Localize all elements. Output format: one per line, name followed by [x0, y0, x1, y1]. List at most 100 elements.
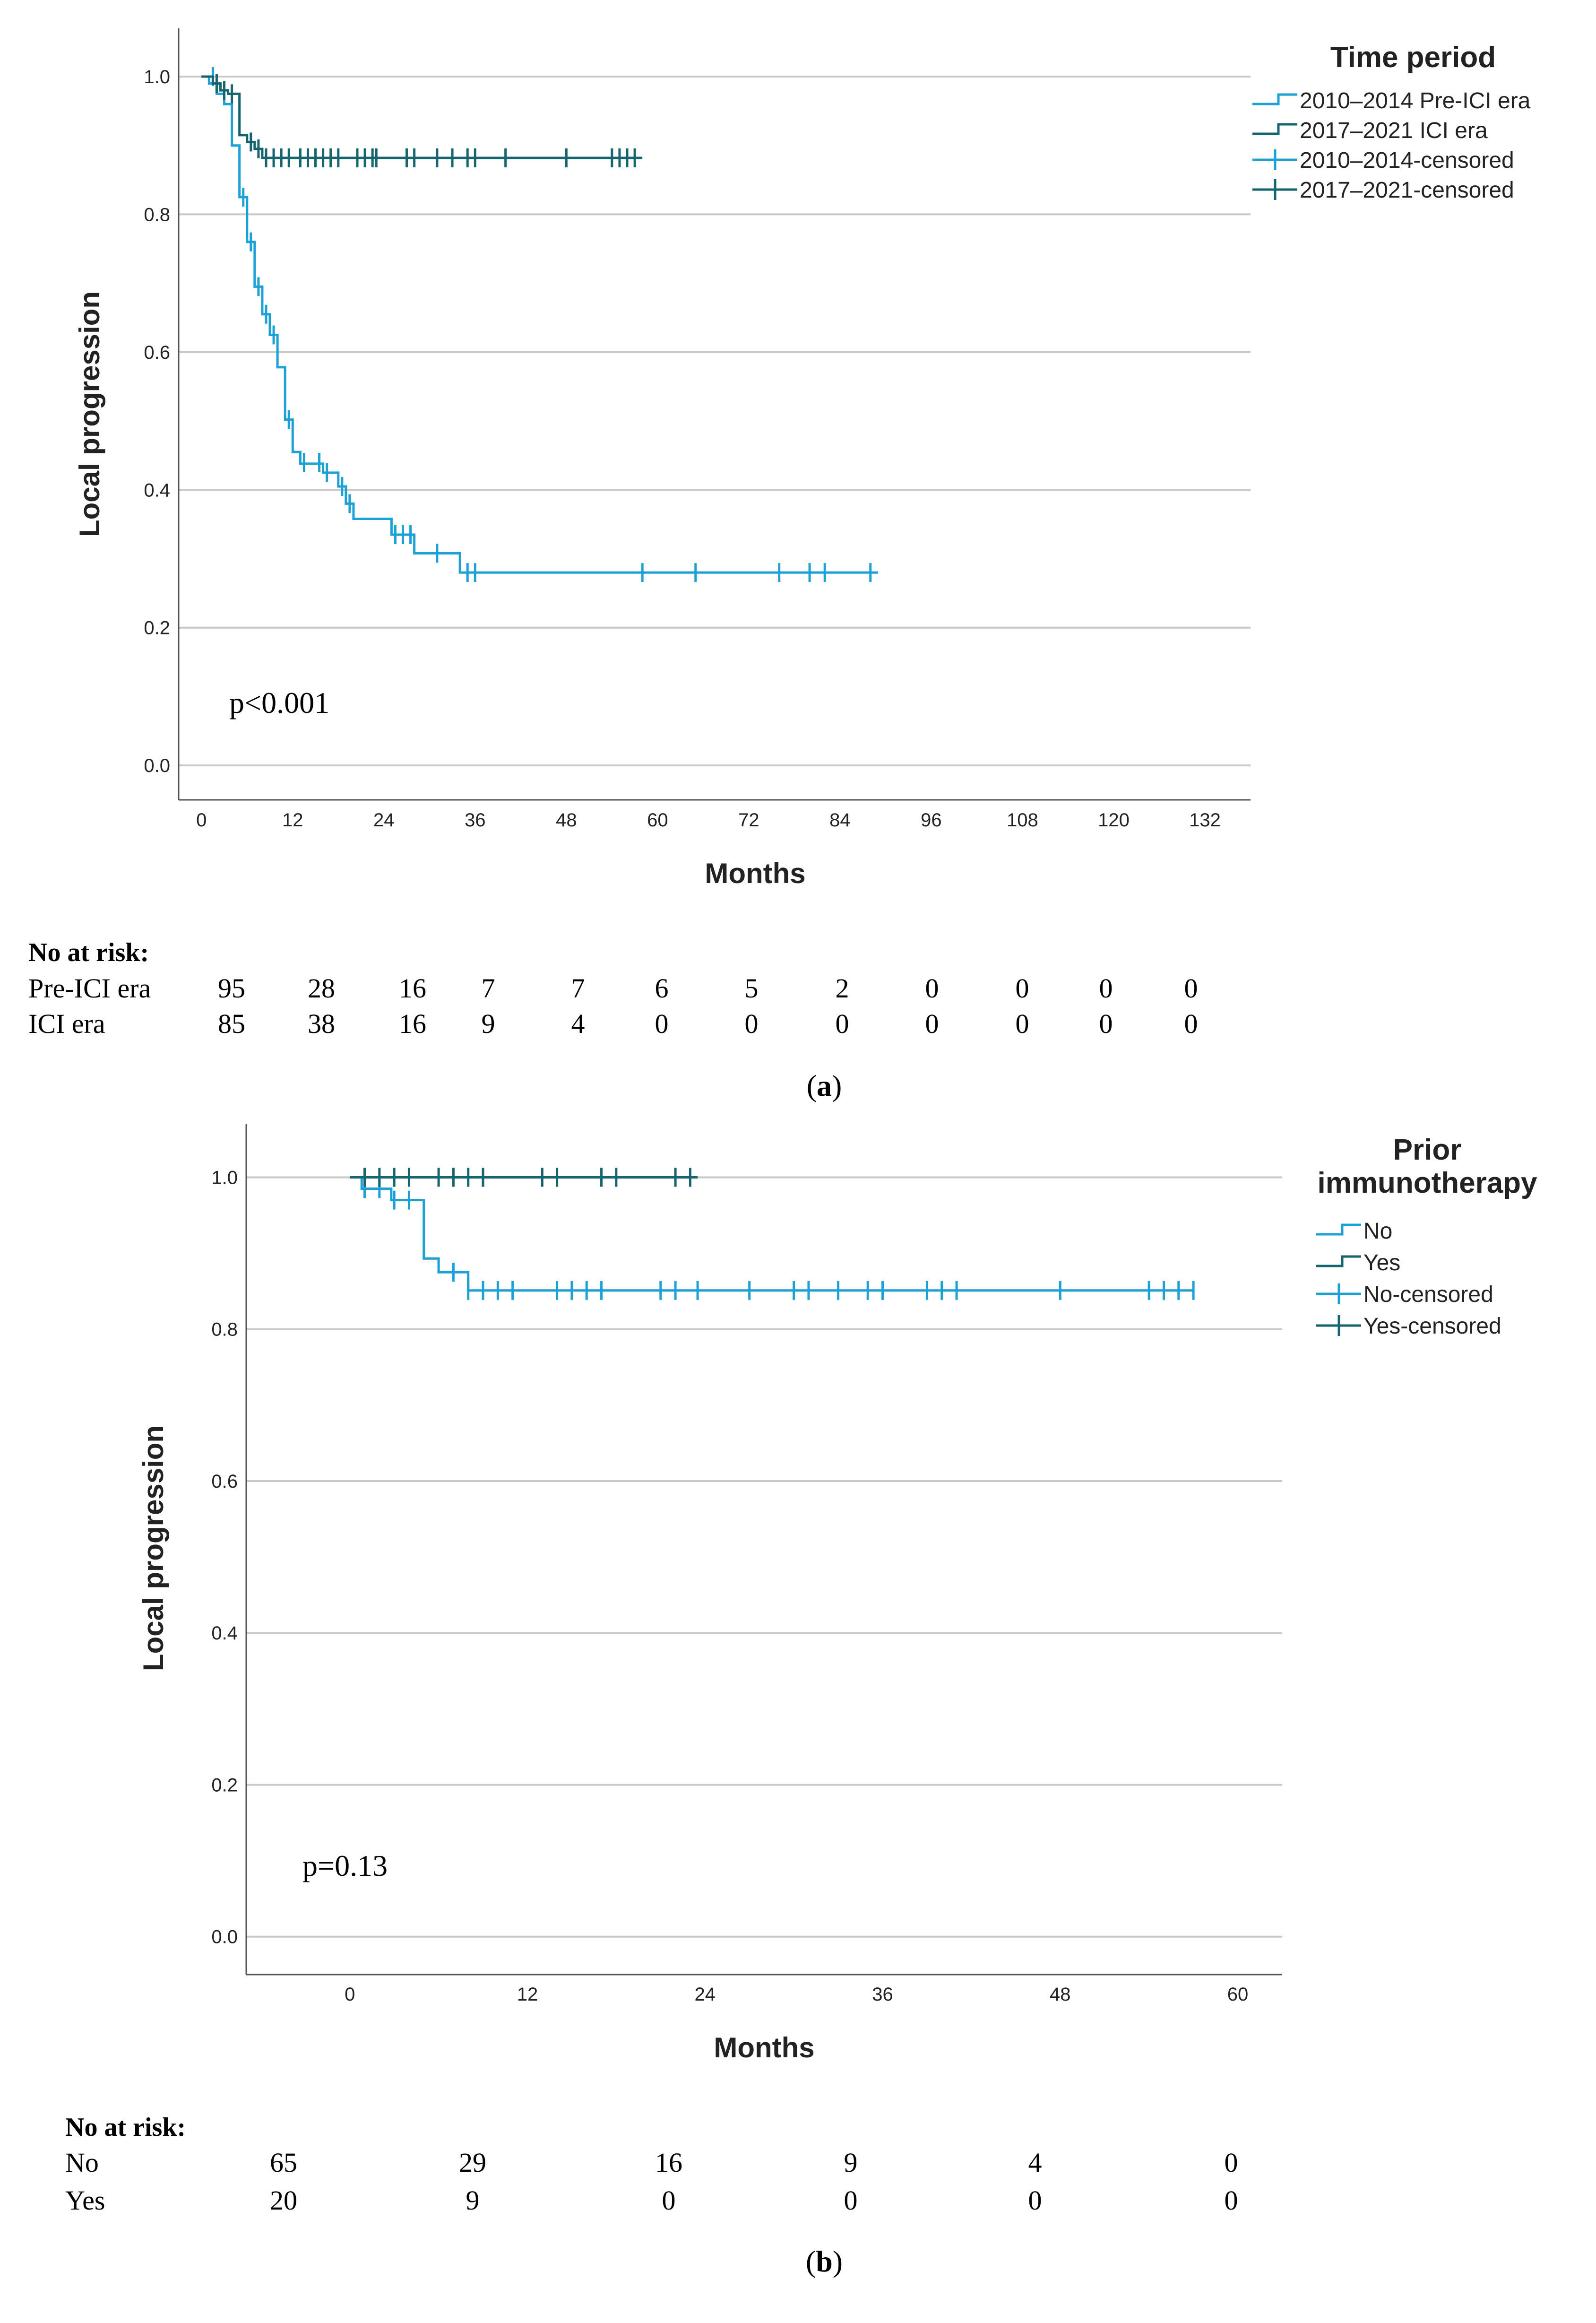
- at-risk-count: 85: [218, 1008, 245, 1039]
- panel-b: 0.0 0.2 0.4 0.6 0.8 1.0 0 12 24 36 48 60 Months Local…: [65, 1124, 1537, 2278]
- y-tick-label: 0.2: [144, 618, 170, 639]
- x-tick-label: 60: [647, 810, 668, 831]
- y-tick-label: 0.8: [144, 204, 170, 225]
- legend-entry-label: 2017–2021-censored: [1300, 178, 1514, 203]
- x-tick-label: 0: [345, 1984, 355, 2005]
- legend-entry-label: 2010–2014-censored: [1300, 148, 1514, 173]
- x-tick-label: 12: [517, 1984, 538, 2005]
- legend-line-swatch: [1252, 93, 1297, 105]
- x-tick-label: 72: [738, 810, 759, 831]
- at-risk-count: 0: [1099, 1008, 1113, 1039]
- at-risk-count: 0: [1184, 1008, 1198, 1039]
- at-risk-count: 0: [925, 1008, 939, 1039]
- x-tick-label: 36: [872, 1984, 893, 2005]
- x-tick-label: 36: [465, 810, 486, 831]
- at-risk-count: 4: [1028, 2147, 1042, 2178]
- at-risk-count: 65: [270, 2147, 297, 2178]
- p-value-annotation: p=0.13: [302, 1849, 388, 1882]
- at-risk-row-label: Pre-ICI era: [28, 973, 151, 1004]
- y-axis-title: Local progression: [138, 1425, 169, 1671]
- y-tick-label: 0.6: [144, 342, 170, 363]
- x-tick-label: 96: [921, 810, 942, 831]
- at-risk-row-label: ICI era: [28, 1008, 105, 1039]
- at-risk-count: 0: [662, 2185, 676, 2216]
- panel-a: 0.00.20.40.60.81.00 12 24 36 48 60 72 84 96 108 12…: [28, 28, 1531, 1102]
- legend-line-swatch: [1252, 123, 1297, 135]
- y-tick-label: 0.0: [211, 1927, 238, 1948]
- panel-label-close-paren: ): [833, 2245, 843, 2278]
- at-risk-title: No at risk:: [65, 2113, 186, 2142]
- panel-label-letter: a: [817, 1069, 832, 1102]
- at-risk-row-label: No: [65, 2147, 99, 2178]
- at-risk-count: 20: [270, 2185, 297, 2216]
- legend-entry-label: No-censored: [1363, 1282, 1493, 1307]
- y-tick-label: 0.0: [144, 755, 170, 776]
- legend-title: immunotherapy: [1317, 1167, 1537, 1199]
- panel-label: (a): [807, 1069, 842, 1102]
- at-risk-count: 7: [482, 973, 495, 1004]
- at-risk-count: 0: [836, 1008, 849, 1039]
- at-risk-table: No at risk: No 65 29 16 9 4 0 Yes 20 9 0 0 0 0: [65, 2113, 1238, 2216]
- at-risk-count: 6: [655, 973, 669, 1004]
- x-tick-label: 48: [556, 810, 577, 831]
- x-tick-label: 48: [1050, 1984, 1071, 2005]
- x-tick-label: 132: [1189, 810, 1221, 831]
- y-tick-label: 1.0: [144, 67, 170, 87]
- at-risk-count: 2: [836, 973, 849, 1004]
- at-risk-count: 0: [1225, 2147, 1238, 2178]
- at-risk-count: 7: [571, 973, 585, 1004]
- at-risk-count: 28: [308, 973, 335, 1004]
- at-risk-count: 0: [1016, 1008, 1029, 1039]
- at-risk-count: 29: [459, 2147, 486, 2178]
- y-tick-label: 0.2: [211, 1775, 238, 1795]
- x-tick-label: 60: [1227, 1984, 1249, 2005]
- at-risk-count: 9: [482, 1008, 495, 1039]
- at-risk-row-label: Yes: [65, 2185, 105, 2216]
- x-axis-title: Months: [705, 858, 805, 889]
- legend-entry-label: 2010–2014 Pre-ICI era: [1300, 88, 1531, 113]
- at-risk-count: 0: [1184, 973, 1198, 1004]
- panel-label-close-paren: ): [832, 1069, 842, 1102]
- x-tick-label: 108: [1007, 810, 1038, 831]
- at-risk-count: 0: [745, 1008, 759, 1039]
- y-tick-label: 0.4: [144, 480, 170, 501]
- x-tick-label: 0: [196, 810, 207, 831]
- at-risk-title: No at risk:: [28, 938, 149, 967]
- at-risk-count: 0: [844, 2185, 858, 2216]
- at-risk-count: 5: [745, 973, 759, 1004]
- legend-line-swatch: [1316, 1223, 1361, 1236]
- legend-entry-label: Yes: [1363, 1250, 1400, 1275]
- legend-entry-label: Yes-censored: [1363, 1314, 1501, 1339]
- x-tick-label: 120: [1098, 810, 1130, 831]
- km-curve-series-1: [201, 75, 878, 574]
- legend: Time period 2010–2014 Pre-ICI era 2017–202…: [1252, 41, 1531, 203]
- panel-label-open-paren: (: [807, 1069, 817, 1102]
- at-risk-count: 0: [925, 973, 939, 1004]
- at-risk-count: 0: [655, 1008, 669, 1039]
- at-risk-count: 16: [399, 1008, 426, 1039]
- at-risk-count: 95: [218, 973, 245, 1004]
- y-tick-label: 1.0: [211, 1167, 238, 1188]
- y-tick-label: 0.6: [211, 1471, 238, 1492]
- p-value-annotation: p<0.001: [229, 686, 329, 719]
- x-tick-label: 12: [282, 810, 303, 831]
- y-tick-label: 0.4: [211, 1623, 238, 1644]
- legend-entry-label: 2017–2021 ICI era: [1300, 118, 1488, 143]
- at-risk-count: 0: [1225, 2185, 1238, 2216]
- x-axis-title: Months: [714, 2032, 814, 2063]
- at-risk-count: 0: [1099, 973, 1113, 1004]
- x-tick-label: 24: [694, 1984, 716, 2005]
- at-risk-count: 9: [466, 2185, 480, 2216]
- y-axis-title: Local progression: [74, 291, 105, 537]
- legend-entry-label: No: [1363, 1219, 1392, 1244]
- km-curve-series-1: [350, 1176, 1194, 1292]
- x-tick-label: 24: [373, 810, 395, 831]
- at-risk-count: 0: [1028, 2185, 1042, 2216]
- panel-label-letter: b: [816, 2245, 833, 2278]
- panel-label: (b): [806, 2245, 843, 2278]
- at-risk-table: No at risk: Pre-ICI era 95 28 16 7 7 6 5 2 0 0 0 0 ICI…: [28, 938, 1198, 1039]
- at-risk-count: 9: [844, 2147, 858, 2178]
- x-tick-label: 84: [829, 810, 851, 831]
